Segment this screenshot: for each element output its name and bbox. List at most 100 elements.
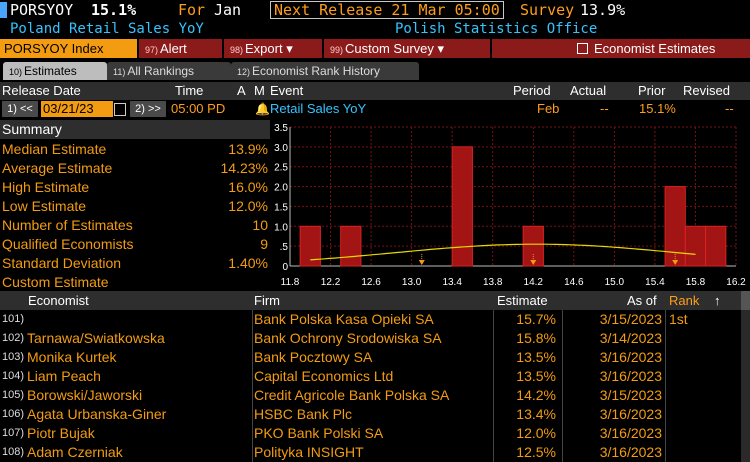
firm-name[interactable]: Bank Ochrony Srodowiska SA: [254, 330, 442, 346]
x-tick-label: 13.0: [402, 277, 422, 288]
table-row[interactable]: 107) Piotr Bujak PKO Bank Polski SA 12.0% 3/…: [0, 424, 750, 443]
firm-name[interactable]: Credit Agricole Bank Polska SA: [254, 387, 450, 403]
row-index: 105): [2, 389, 25, 401]
alert-button[interactable]: 97) Alert: [139, 39, 222, 58]
summary-label: High Estimate: [2, 179, 90, 195]
y-tick-label: 3.0: [274, 143, 288, 154]
y-tick-label: 2.5: [274, 163, 288, 174]
y-tick-label: 2.0: [274, 183, 288, 194]
summary-row: Median Estimate 13.9%: [0, 140, 270, 159]
col-prior[interactable]: Prior: [638, 83, 666, 98]
summary-label: Median Estimate: [2, 141, 107, 157]
col-as-of[interactable]: As of: [627, 293, 657, 308]
calendar-icon[interactable]: [114, 103, 126, 116]
col-actual[interactable]: Actual: [570, 83, 607, 98]
estimate-value: 13.5%: [516, 368, 556, 384]
economist-name[interactable]: Adam Czerniak: [27, 444, 123, 460]
col-estimate[interactable]: Estimate: [497, 293, 548, 308]
firm-separator: [252, 310, 253, 462]
bell-icon[interactable]: 🔔: [255, 102, 270, 116]
economist-name[interactable]: Agata Urbanska-Giner: [27, 406, 167, 422]
next-release-box[interactable]: Next Release 21 Mar 05:00: [270, 1, 504, 19]
x-tick-label: 11.8: [281, 277, 300, 288]
for-label: For: [178, 1, 206, 19]
col-revised[interactable]: Revised: [683, 83, 730, 98]
next-release-button[interactable]: 2) >>: [130, 101, 166, 117]
summary-row: Average Estimate 14.23%: [0, 159, 270, 178]
custom-survey-button[interactable]: 99) Custom Survey ▾: [324, 39, 490, 58]
for-month: Jan: [214, 1, 242, 19]
economist-name[interactable]: Borowski/Jaworski: [27, 387, 143, 403]
summary-value: 14.23%: [220, 160, 268, 176]
table-row[interactable]: 102) Tarnawa/Swiatkowska Bank Ochrony Srod…: [0, 329, 750, 348]
firm-name[interactable]: Bank Pocztowy SA: [254, 349, 373, 365]
col-event[interactable]: Event: [270, 83, 304, 98]
histogram-bar: [705, 225, 727, 267]
ticker-value: 15.1%: [91, 1, 137, 19]
y-axis-ticks: 0 .5 1.0 1.5 2.0 2.5 3.0 3.5: [274, 123, 288, 273]
x-tick-label: 15.4: [645, 277, 665, 288]
summary-value: 12.0%: [228, 198, 268, 214]
table-row[interactable]: 105) Borowski/Jaworski Credit Agricole Ban…: [0, 386, 750, 405]
row-index: 107): [2, 427, 25, 439]
release-date-input[interactable]: 03/21/23: [41, 101, 113, 117]
summary-value: 1.40%: [228, 255, 268, 271]
histogram-bar: [299, 225, 321, 267]
col-m[interactable]: M: [254, 83, 265, 98]
col-a[interactable]: A: [237, 83, 246, 98]
tab-all-rankings[interactable]: 11) All Rankings: [107, 62, 231, 80]
row-index: 102): [2, 332, 25, 344]
col-release-date[interactable]: Release Date: [2, 83, 81, 98]
firm-name[interactable]: HSBC Bank Plc: [254, 406, 353, 422]
as-of-date: 3/16/2023: [599, 425, 662, 441]
ticker[interactable]: PORSYOY: [10, 1, 74, 19]
scrollbar-top[interactable]: [741, 291, 750, 310]
estimate-value: 14.2%: [516, 387, 556, 403]
summary-value: 9: [260, 236, 268, 252]
table-row[interactable]: 106) Agata Urbanska-Giner HSBC Bank Plc 13.…: [0, 405, 750, 424]
estimate-histogram: 0 .5 1.0 1.5 2.0 2.5 3.0 3.5 11.8 12.2 12.6 13.0 13…: [272, 120, 750, 291]
sort-arrow-icon[interactable]: ↑: [714, 293, 721, 308]
table-row[interactable]: 104) Liam Peach Capital Economics Ltd 13.5%…: [0, 367, 750, 386]
toolbar: PORSYOY Index 97) Alert 98) Export ▾ 99) Cu…: [0, 39, 750, 59]
summary-row: High Estimate 16.0%: [0, 178, 270, 197]
firm-name[interactable]: PKO Bank Polski SA: [254, 425, 384, 441]
external-link-icon: [577, 43, 588, 54]
tab-estimates[interactable]: 10) Estimates: [3, 62, 107, 80]
col-period[interactable]: Period: [513, 83, 551, 98]
table-row[interactable]: 103) Monika Kurtek Bank Pocztowy SA 13.5% 3/…: [0, 348, 750, 367]
firm-name[interactable]: Capital Economics Ltd: [254, 368, 394, 384]
summary-label: Qualified Economists: [2, 236, 134, 252]
export-button[interactable]: 98) Export ▾: [224, 39, 322, 58]
col-firm[interactable]: Firm: [254, 293, 280, 308]
as-of-date: 3/14/2023: [599, 330, 662, 346]
firm-name[interactable]: Polityka INSIGHT: [254, 444, 364, 460]
summary-value: 16.0%: [228, 179, 268, 195]
economist-name[interactable]: Piotr Bujak: [27, 425, 95, 441]
economist-estimates-button[interactable]: Economist Estimates: [492, 39, 750, 58]
prev-release-button[interactable]: 1) <<: [2, 101, 38, 117]
rank-value: 1st: [669, 311, 688, 327]
firm-name[interactable]: Bank Polska Kasa Opieki SA: [254, 311, 434, 327]
event-name[interactable]: Retail Sales YoY: [270, 101, 367, 116]
release-column-header: Release Date Time A M Event Period Actua…: [0, 82, 750, 100]
estimate-separator: [493, 310, 494, 462]
x-axis-ticks: 11.8 12.2 12.6 13.0 13.4 13.8 14.2 14.6 15.0 15.4…: [281, 277, 747, 288]
x-tick-label: 15.0: [605, 277, 625, 288]
security-description: Poland Retail Sales YoY: [10, 21, 204, 37]
table-row[interactable]: 101) Bank Polska Kasa Opieki SA 15.7% 3/15/…: [0, 310, 750, 329]
table-row[interactable]: 108) Adam Czerniak Polityka INSIGHT 12.5% 3/…: [0, 443, 750, 462]
economist-name[interactable]: Tarnawa/Swiatkowska: [27, 330, 165, 346]
economist-name[interactable]: Liam Peach: [27, 368, 101, 384]
as-of-date: 3/16/2023: [599, 406, 662, 422]
summary-row: Qualified Economists 9: [0, 235, 270, 254]
col-economist[interactable]: Economist: [28, 293, 89, 308]
col-rank[interactable]: Rank: [669, 293, 700, 308]
col-time[interactable]: Time: [175, 83, 204, 98]
scrollbar-track[interactable]: [741, 310, 750, 462]
tab-economist-rank-history[interactable]: 12) Economist Rank History: [231, 62, 419, 80]
index-field[interactable]: PORSYOY Index: [0, 39, 137, 58]
summary-value: 13.9%: [228, 141, 268, 157]
summary-label: Average Estimate: [2, 160, 113, 176]
economist-name[interactable]: Monika Kurtek: [27, 349, 117, 365]
